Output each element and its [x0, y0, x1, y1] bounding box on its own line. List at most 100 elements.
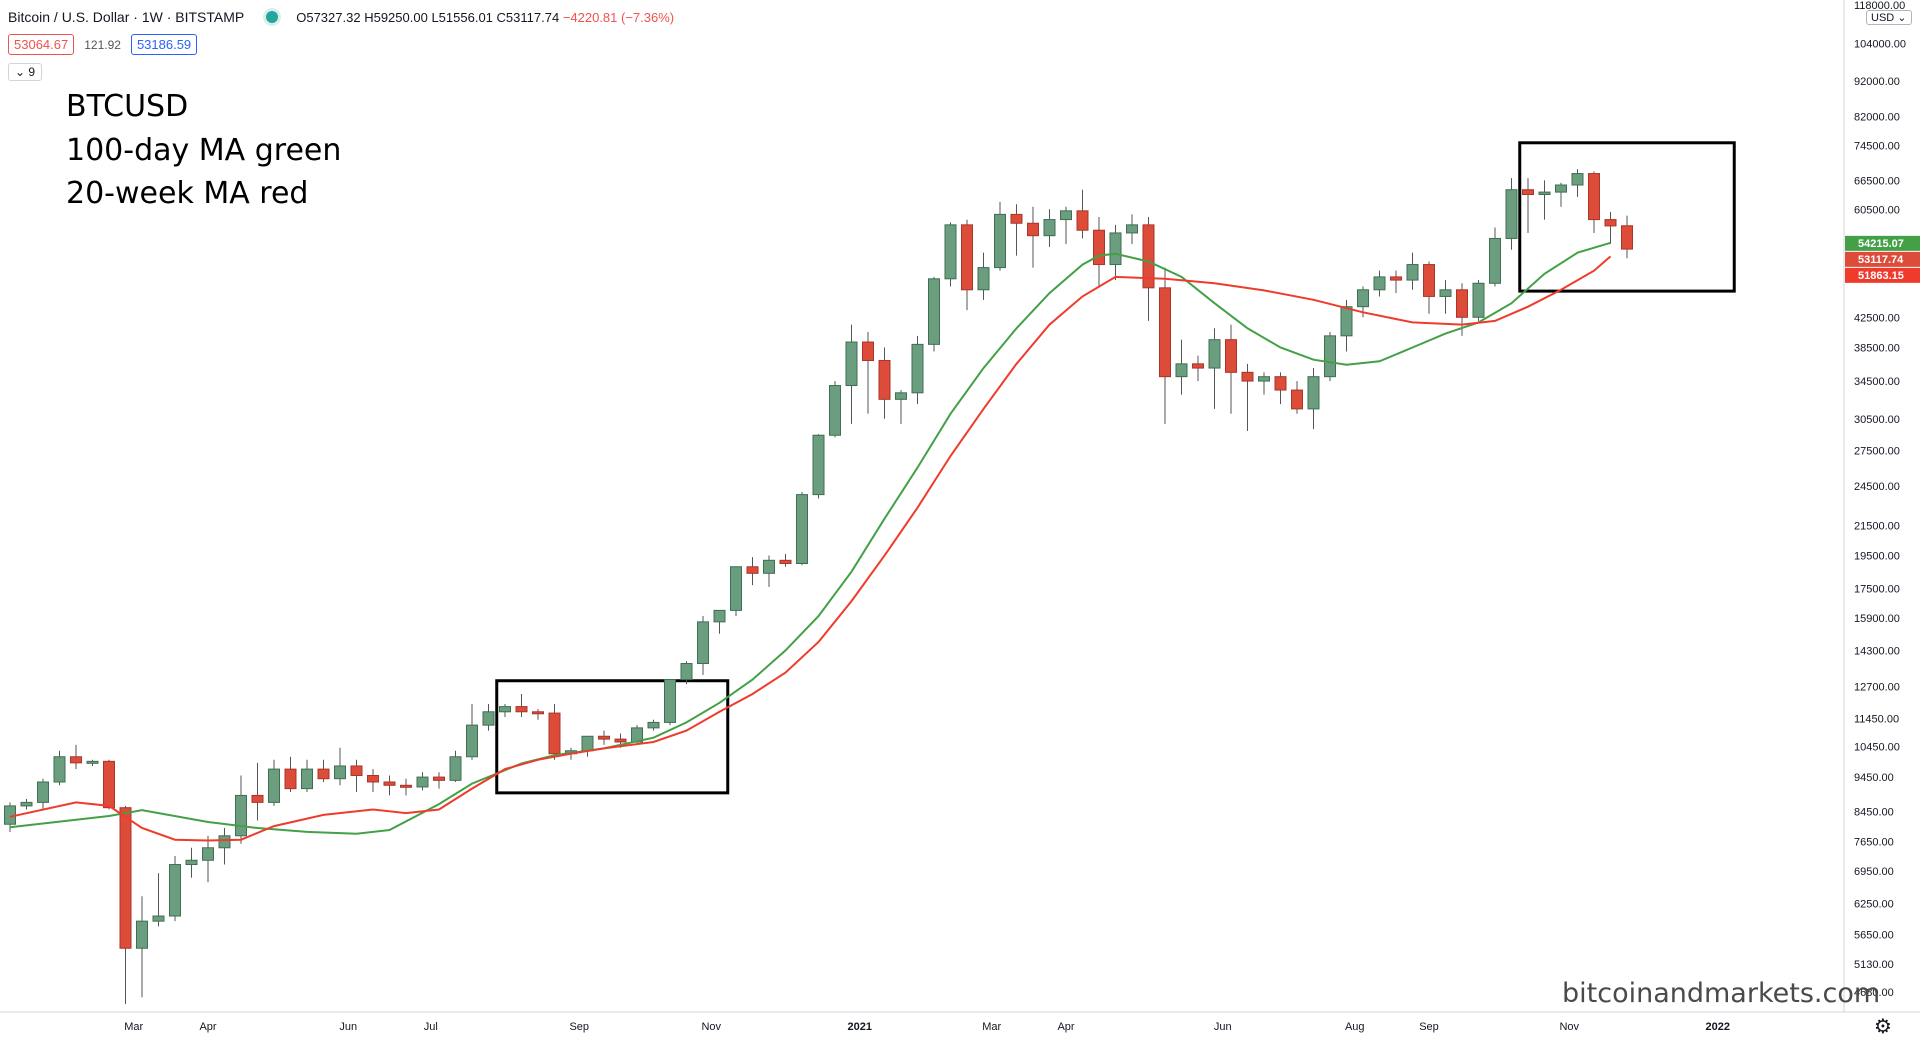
buy-price-button[interactable]: 53186.59 [130, 34, 198, 55]
x-tick-label: Mar [124, 1021, 143, 1033]
candle [1027, 206, 1039, 268]
candle [499, 704, 511, 718]
candle-body [53, 756, 66, 783]
candle-body [1406, 264, 1419, 281]
candle-body [1604, 219, 1617, 227]
candle-body [185, 859, 198, 866]
candle-body [664, 679, 676, 723]
x-tick-label: Sep [569, 1021, 589, 1033]
x-tick-label: Mar [982, 1021, 1001, 1033]
candle [1142, 216, 1155, 321]
candle [1192, 355, 1204, 382]
candle-body [1340, 306, 1353, 337]
candle [1241, 363, 1254, 432]
sell-price-button[interactable]: 53064.67 [8, 34, 75, 55]
candle [911, 335, 924, 405]
candle [763, 555, 775, 587]
annotation-line-2: 100-day MA green [66, 133, 342, 168]
candle-body [1274, 376, 1287, 391]
candle [647, 719, 660, 731]
y-tick-label: 5130.00 [1854, 959, 1894, 971]
x-tick-label: Sep [1419, 1021, 1439, 1033]
candle-body [1291, 389, 1303, 410]
candle [1423, 261, 1435, 314]
candle [20, 798, 33, 810]
highlight-boxes [495, 141, 1736, 795]
candle [119, 805, 132, 1004]
candle [334, 747, 346, 786]
annotation-line-1: BTCUSD [66, 89, 189, 124]
candle-body [301, 768, 313, 790]
symbol-title[interactable]: Bitcoin / U.S. Dollar · 1W · BITSTAMP [8, 9, 245, 25]
candle-body [1390, 276, 1402, 281]
candle-body [268, 768, 280, 803]
candle [1208, 328, 1221, 409]
currency-selector[interactable]: USD ⌄ [1866, 10, 1912, 25]
candle [1109, 224, 1122, 281]
candle-body [812, 434, 825, 496]
x-tick-label: Aug [1345, 1021, 1365, 1033]
candle-body [284, 768, 297, 790]
time-axis[interactable]: Mar Apr Jun Jul Sep Nov 2021 Mar Apr Jun Aug Sep Nov… [124, 1021, 1730, 1033]
candle [845, 324, 858, 424]
candle [1406, 252, 1419, 290]
x-tick-label: Jul [424, 1021, 438, 1033]
candle-body [1043, 219, 1056, 237]
candle-body [1555, 184, 1567, 193]
candle-body [1588, 173, 1600, 221]
x-tick-label: Jun [1214, 1021, 1232, 1033]
y-tick-label: 8450.00 [1854, 806, 1894, 818]
candle-body [1192, 363, 1204, 369]
candle [1489, 227, 1501, 287]
candle [350, 759, 363, 793]
last-value-label: 51863.15 [1845, 267, 1920, 283]
y-tick-label: 7650.00 [1854, 837, 1894, 849]
candle-body [994, 213, 1006, 269]
candle [697, 616, 709, 675]
candle [86, 759, 99, 766]
candle [730, 566, 742, 617]
candle [812, 434, 825, 499]
candle [466, 704, 478, 760]
candle [136, 896, 148, 998]
candle-body [1357, 289, 1369, 308]
candle-body [1208, 339, 1221, 369]
candle [202, 835, 214, 883]
candle-body [862, 341, 874, 362]
x-tick-label: 2021 [848, 1021, 872, 1033]
indicators-toggle[interactable]: ⌄ 9 [8, 63, 43, 81]
gear-icon[interactable]: ⚙ [1874, 1016, 1892, 1038]
candle-body [103, 760, 115, 809]
candle-body [944, 224, 957, 280]
candle [1175, 339, 1188, 395]
candle [796, 492, 808, 566]
candle [878, 347, 891, 419]
candle-body [1538, 191, 1551, 195]
price-axis[interactable]: 118000.00 104000.00 92000.00 82000.00 74500.… [1845, 0, 1920, 999]
x-tick-label: Apr [1057, 1021, 1074, 1033]
ohlc-readout: O57327.32 H59250.00 L51556.01 C53117.74 … [296, 10, 674, 25]
candle-body [1076, 210, 1089, 231]
ma-100-day-line [9, 241, 1611, 835]
candle-body [136, 920, 148, 949]
candle-body [1373, 276, 1386, 291]
candle [548, 704, 561, 760]
candle [433, 772, 445, 789]
candle-body [1505, 189, 1518, 239]
candle-body [763, 559, 775, 574]
candle [218, 828, 231, 865]
candle [1291, 381, 1303, 414]
candle-body [367, 774, 379, 783]
candle [977, 252, 990, 300]
candle [251, 762, 264, 821]
low-value: L51556.01 [431, 9, 493, 25]
y-tick-label: 118000.00 [1854, 0, 1905, 12]
candle-body [86, 760, 99, 764]
candle-body [70, 756, 82, 764]
candle-body [1571, 173, 1584, 186]
candle-body [1307, 376, 1320, 410]
candle [1522, 178, 1534, 233]
y-tick-label: 24500.00 [1854, 481, 1900, 493]
trade-prices: 53064.67 121.92 53186.59 [8, 34, 198, 55]
